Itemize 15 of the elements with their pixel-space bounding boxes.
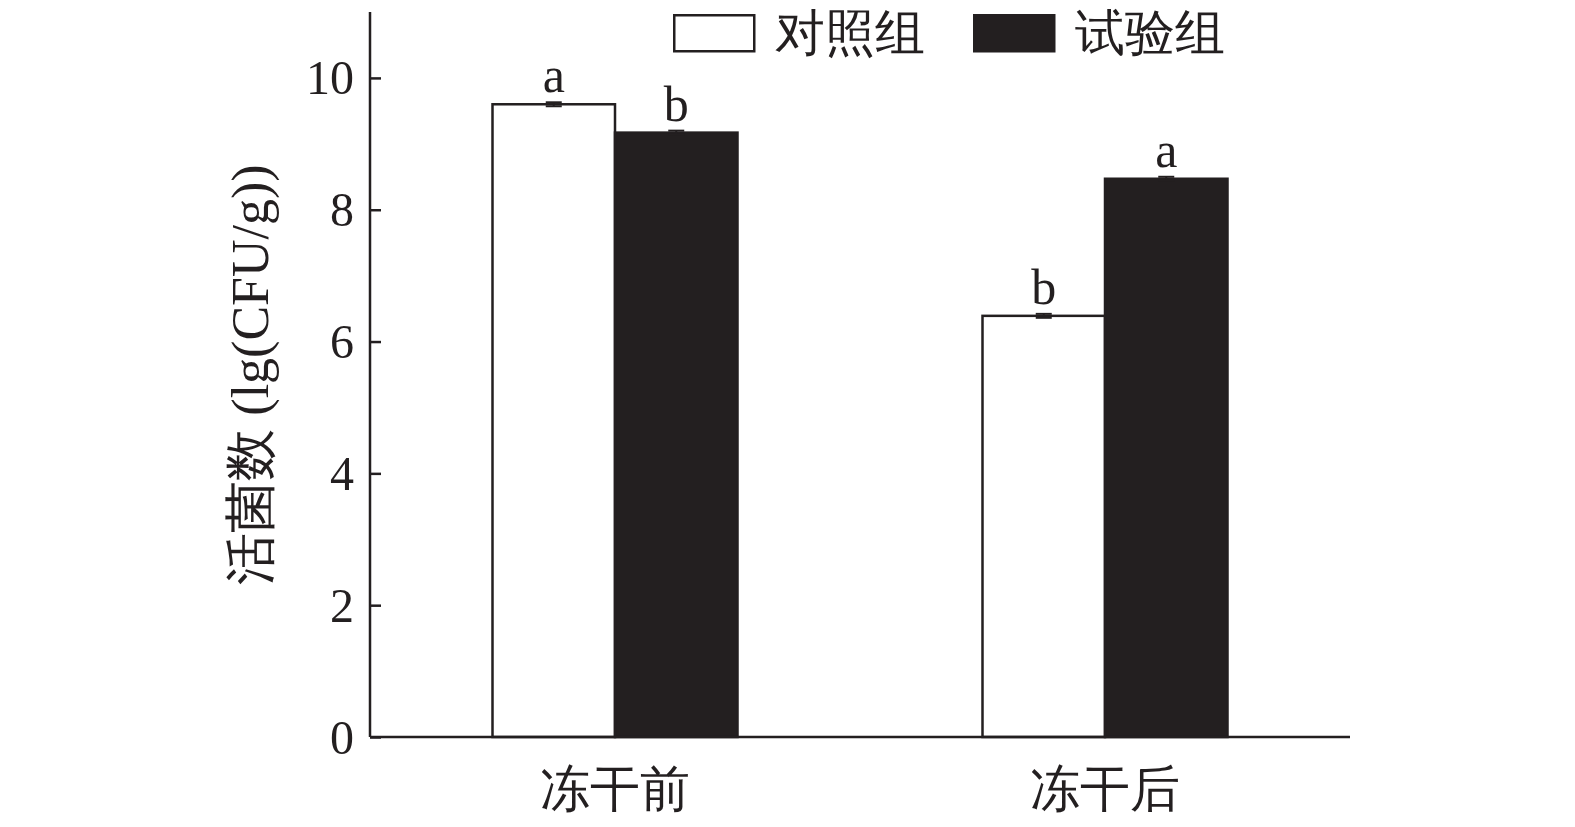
y-tick-label: 2 bbox=[330, 578, 354, 632]
x-tick-label: 冻干后 bbox=[1030, 761, 1180, 817]
y-tick-label: 0 bbox=[330, 710, 354, 764]
y-tick-label: 4 bbox=[330, 446, 354, 500]
y-tick-label: 10 bbox=[306, 51, 354, 105]
x-tick-label: 冻干前 bbox=[540, 761, 690, 817]
legend-label: 对照组 bbox=[775, 5, 925, 61]
y-tick-label: 6 bbox=[330, 315, 354, 369]
y-tick-label: 8 bbox=[330, 183, 354, 237]
annotation: b bbox=[663, 75, 689, 132]
annotation: a bbox=[1155, 121, 1178, 178]
annotation: a bbox=[542, 47, 565, 104]
legend-label: 试验组 bbox=[1075, 5, 1225, 61]
y-axis-title: 活菌数 (lg(CFU/g)) bbox=[222, 164, 280, 585]
annotation: b bbox=[1031, 258, 1057, 315]
